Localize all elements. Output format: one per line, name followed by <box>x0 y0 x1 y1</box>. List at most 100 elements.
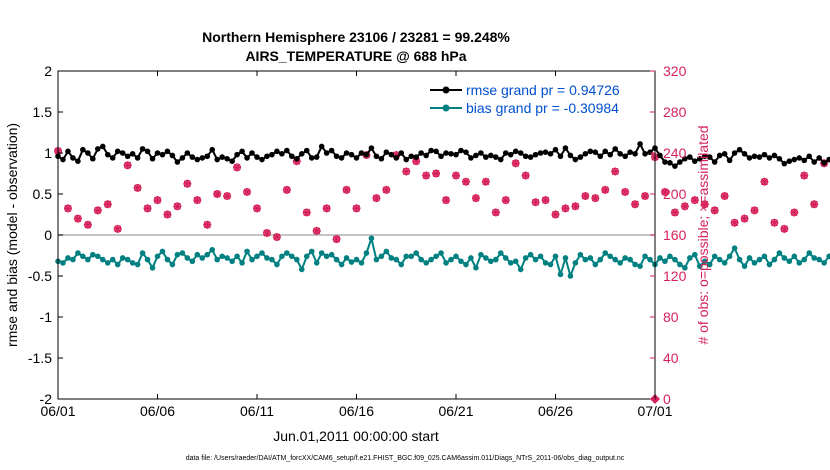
rmse-point <box>746 155 753 161</box>
right-y-tick-label: 0 <box>663 391 671 407</box>
bias-point <box>687 255 693 261</box>
rmse-point <box>512 148 519 155</box>
bias-point <box>90 251 96 258</box>
bias-point <box>507 260 514 266</box>
bias-point <box>612 256 618 263</box>
bias-point <box>662 258 668 265</box>
obs-assimilated-marker <box>521 171 530 180</box>
rmse-point <box>239 148 245 155</box>
bias-point <box>204 251 211 258</box>
rmse-point <box>144 148 151 155</box>
rmse-point <box>731 150 738 156</box>
bias-point <box>791 253 798 260</box>
rmse-point <box>229 158 235 164</box>
bias-point <box>239 260 245 266</box>
left-y-tick-label: 0 <box>44 227 52 243</box>
left-y-tick-label: 1 <box>44 145 52 161</box>
rmse-point <box>483 154 489 160</box>
rmse-point <box>294 155 300 162</box>
obs-assimilated-marker <box>163 210 172 219</box>
bias-point <box>811 255 817 261</box>
rmse-point <box>159 151 166 158</box>
rmse-point <box>75 158 81 164</box>
rmse-point <box>179 155 186 161</box>
rmse-point <box>393 155 400 161</box>
bias-point <box>537 253 544 260</box>
rmse-point <box>532 151 539 158</box>
bias-point <box>622 255 628 261</box>
obs-assimilated-marker <box>422 171 431 180</box>
obs-assimilated-marker <box>412 157 421 166</box>
rmse-point <box>741 151 748 157</box>
obs-assimilated-marker <box>372 194 381 203</box>
obs-assimilated-marker <box>511 159 520 168</box>
bias-point <box>761 253 768 260</box>
rmse-point <box>154 150 161 156</box>
rmse-point <box>209 146 216 153</box>
obs-assimilated-marker <box>352 204 361 213</box>
rmse-point <box>234 151 240 158</box>
rmse-point <box>682 155 688 162</box>
obs-assimilated-marker <box>193 196 202 205</box>
rmse-point <box>348 151 355 158</box>
bias-point <box>463 261 469 268</box>
rmse-point <box>577 154 584 160</box>
chart-title-line2: AIRS_TEMPERATURE @ 688 hPa <box>245 48 466 64</box>
right-y-tick-label: 120 <box>663 268 687 284</box>
bias-point <box>343 255 350 261</box>
bias-point <box>189 258 196 265</box>
left-y-tick-label: -0.5 <box>28 268 52 284</box>
bias-point <box>169 261 176 268</box>
bias-point <box>383 248 390 255</box>
legend-rmse-label: rmse grand pr = 0.94726 <box>466 82 620 98</box>
obs-assimilated-marker <box>720 192 729 201</box>
x-tick-label: 07/01 <box>637 403 672 419</box>
right-y-tick-label: 280 <box>663 104 687 120</box>
bias-point <box>736 256 743 263</box>
bias-point <box>821 260 827 266</box>
obs-assimilated-marker <box>690 196 699 205</box>
bias-point <box>527 251 534 258</box>
bias-point <box>692 251 698 258</box>
rmse-point <box>274 148 280 155</box>
obs-assimilated-marker <box>561 204 570 213</box>
left-y-tick-label: -2 <box>40 391 53 407</box>
bias-point <box>318 250 325 256</box>
obs-assimilated-marker <box>660 187 669 196</box>
rmse-point <box>493 154 499 160</box>
bias-point <box>323 253 330 260</box>
rmse-point <box>507 151 514 158</box>
bias-point <box>308 248 315 255</box>
obs-assimilated-marker <box>471 194 480 203</box>
data-file-footnote: data file: /Users/raeder/DAI/ATM_forcXX/… <box>186 455 625 462</box>
rmse-point <box>582 151 589 157</box>
bias-point <box>438 250 444 256</box>
bias-point <box>114 261 121 268</box>
bias-point <box>80 253 86 260</box>
bias-point <box>677 261 683 268</box>
obs-assimilated-marker <box>551 210 560 219</box>
bias-point <box>602 250 609 256</box>
rmse-point <box>692 158 698 164</box>
x-tick-label: 06/06 <box>140 403 175 419</box>
obs-series-layer <box>54 146 829 404</box>
bias-point <box>483 255 489 261</box>
rmse-point <box>537 150 544 156</box>
rmse-point <box>413 154 420 160</box>
bias-point <box>696 263 703 269</box>
bias-point <box>721 260 728 266</box>
bias-point <box>587 255 594 261</box>
rmse-point <box>338 155 345 161</box>
rmse-point <box>378 155 385 162</box>
bias-point <box>403 253 410 260</box>
bias-point <box>428 256 434 263</box>
bias-point <box>363 250 370 256</box>
bias-point <box>229 258 235 265</box>
bias-point <box>139 250 146 256</box>
bias-point <box>562 255 569 261</box>
legend-rmse-marker <box>442 86 450 94</box>
bias-point <box>184 255 191 261</box>
obs-assimilated-marker <box>641 192 650 201</box>
rmse-point <box>572 156 579 163</box>
bias-point <box>711 253 718 260</box>
